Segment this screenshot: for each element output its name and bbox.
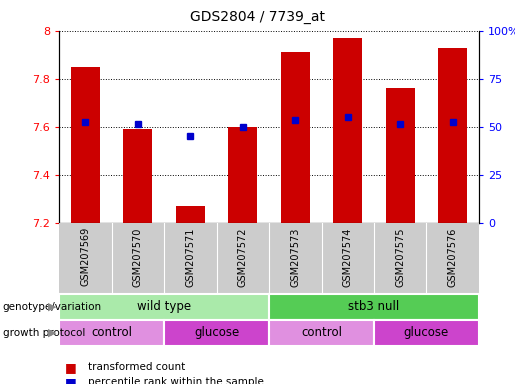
Bar <box>269 320 374 346</box>
Bar <box>176 206 205 223</box>
Text: GSM207576: GSM207576 <box>448 227 458 286</box>
Text: ▶: ▶ <box>48 328 57 338</box>
Text: GSM207570: GSM207570 <box>133 227 143 286</box>
Bar <box>164 320 269 346</box>
Bar <box>438 48 467 223</box>
Text: GSM207574: GSM207574 <box>343 227 353 286</box>
Text: wild type: wild type <box>137 300 191 313</box>
Text: ■: ■ <box>64 361 76 374</box>
Text: stb3 null: stb3 null <box>348 300 400 313</box>
Text: control: control <box>91 326 132 339</box>
Bar <box>269 294 479 320</box>
Text: GSM207571: GSM207571 <box>185 227 195 286</box>
Bar <box>59 320 164 346</box>
Text: ■: ■ <box>64 376 76 384</box>
Text: glucose: glucose <box>404 326 449 339</box>
Text: GDS2804 / 7739_at: GDS2804 / 7739_at <box>190 10 325 23</box>
Text: percentile rank within the sample: percentile rank within the sample <box>88 377 264 384</box>
Bar <box>281 52 310 223</box>
Text: ▶: ▶ <box>48 302 57 312</box>
Bar <box>374 320 479 346</box>
Text: GSM207572: GSM207572 <box>238 227 248 286</box>
Text: glucose: glucose <box>194 326 239 339</box>
Bar <box>71 67 100 223</box>
Text: GSM207569: GSM207569 <box>80 227 91 286</box>
Text: genotype/variation: genotype/variation <box>3 302 101 312</box>
Text: transformed count: transformed count <box>88 362 185 372</box>
Bar <box>333 38 362 223</box>
Text: GSM207573: GSM207573 <box>290 227 300 286</box>
Text: GSM207575: GSM207575 <box>395 227 405 286</box>
Bar <box>59 294 269 320</box>
Bar <box>229 127 258 223</box>
Bar <box>124 129 152 223</box>
Text: growth protocol: growth protocol <box>3 328 85 338</box>
Text: control: control <box>301 326 342 339</box>
Bar <box>386 88 415 223</box>
